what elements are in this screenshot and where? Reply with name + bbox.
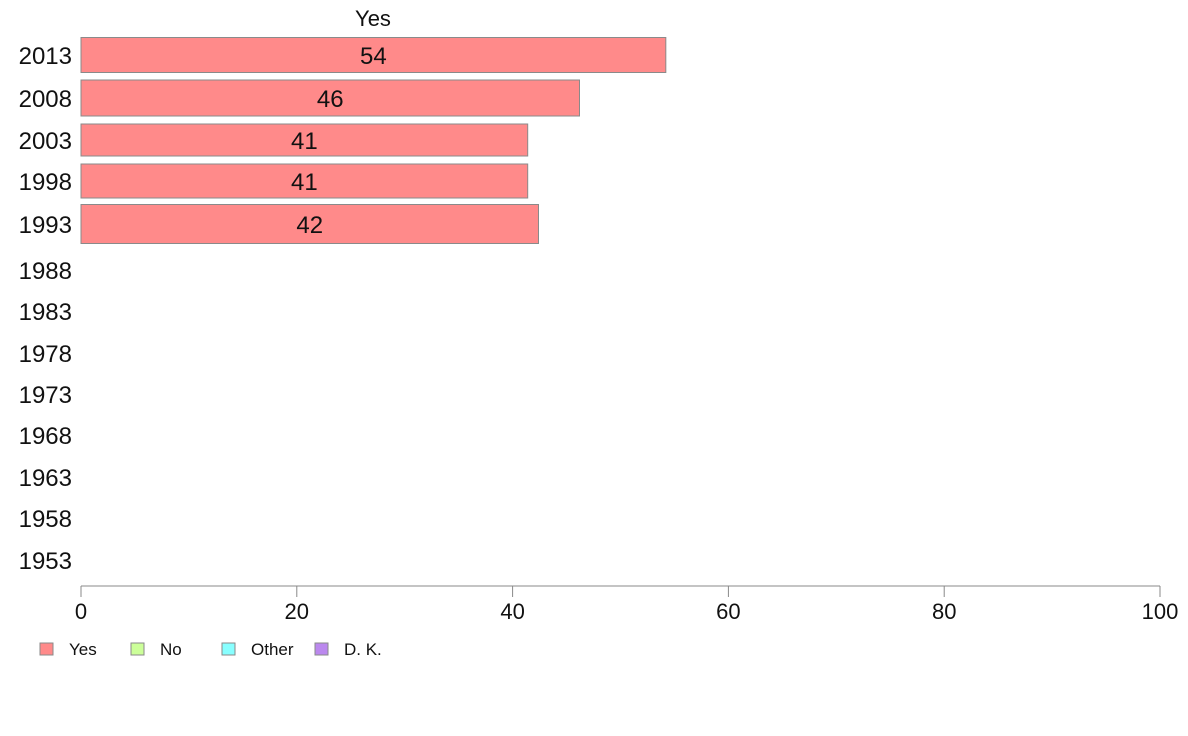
legend-swatch — [130, 642, 145, 656]
year-labels: 2013 2008 2003 1998 1993 1988 1983 1978 1973 1968… — [19, 43, 72, 575]
year-label: 2008 — [19, 86, 72, 113]
bar-yes-1998 — [80, 163, 529, 199]
bar-value-label: 54 — [360, 43, 387, 70]
bar-value-label: 42 — [296, 212, 323, 239]
year-label: 1993 — [19, 212, 72, 239]
year-label: 1953 — [19, 548, 72, 575]
bar-yes-2008 — [80, 79, 580, 117]
legend-label: Yes — [69, 640, 97, 659]
legend-swatch — [221, 642, 236, 656]
x-tick-label: 20 — [285, 599, 309, 624]
legend: Yes No Other D. K. — [39, 640, 382, 659]
bar-value-label: 46 — [317, 86, 344, 113]
x-tick-label: 0 — [75, 599, 87, 624]
bar-value-label: 41 — [291, 128, 318, 155]
year-label: 1973 — [19, 382, 72, 409]
year-label: 1983 — [19, 299, 72, 326]
x-tick-label: 80 — [932, 599, 956, 624]
bar-value-label: 41 — [291, 169, 318, 196]
legend-swatch — [314, 642, 329, 656]
bar-yes-2003 — [80, 123, 529, 157]
legend-label: D. K. — [344, 640, 382, 659]
year-label: 1988 — [19, 258, 72, 285]
year-label: 1998 — [19, 169, 72, 196]
chart-title: Yes — [355, 6, 391, 31]
legend-label: No — [160, 640, 182, 659]
bars — [80, 37, 667, 244]
legend-label: Other — [251, 640, 294, 659]
year-label: 1968 — [19, 423, 72, 450]
x-axis: 0 20 40 60 80 100 — [75, 585, 1179, 624]
x-tick-label: 100 — [1142, 599, 1179, 624]
value-labels: 54 46 41 41 42 — [291, 43, 387, 239]
legend-swatch — [39, 642, 54, 656]
year-label: 1963 — [19, 465, 72, 492]
x-tick-label: 40 — [500, 599, 524, 624]
year-label: 2003 — [19, 128, 72, 155]
year-label: 1978 — [19, 341, 72, 368]
bar-yes-1993 — [80, 204, 539, 244]
bar-yes-2013 — [80, 37, 667, 73]
year-label: 1958 — [19, 506, 72, 533]
year-label: 2013 — [19, 43, 72, 70]
x-tick-label: 60 — [716, 599, 740, 624]
